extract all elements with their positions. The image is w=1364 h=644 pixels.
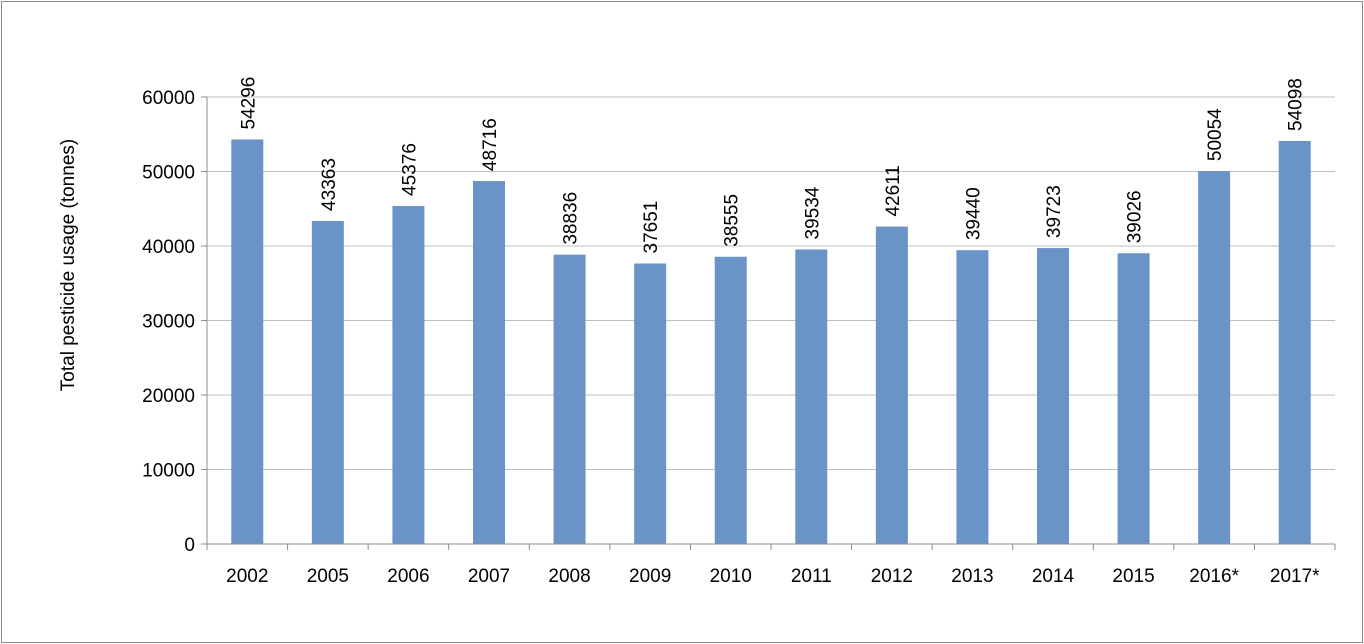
data-label: 39534: [802, 186, 823, 239]
data-label: 42611: [883, 165, 904, 216]
x-tick-label: 2017*: [1270, 566, 1320, 587]
bar-2010: [714, 256, 747, 544]
x-tick-label: 2011: [791, 566, 832, 587]
y-tick-label: 40000: [142, 237, 195, 258]
data-label: 38555: [722, 194, 743, 247]
bar-2013: [956, 250, 989, 544]
gridlines: [207, 96, 1335, 470]
data-label: 48716: [480, 118, 501, 171]
bar-2014: [1037, 248, 1069, 544]
bar-2015: [1117, 253, 1150, 545]
bar-2012: [875, 226, 908, 545]
bar-2006: [392, 205, 425, 545]
data-label: 50054: [1205, 108, 1226, 161]
y-tick-label: 20000: [142, 386, 195, 407]
x-tick-label: 2013: [951, 566, 993, 587]
bar-2011: [795, 249, 828, 545]
data-label: 54296: [238, 77, 259, 130]
y-tick-label: 10000: [142, 461, 195, 482]
data-label: 43363: [319, 158, 340, 211]
bar-2007: [473, 181, 505, 544]
y-tick-label: 0: [184, 535, 195, 556]
x-tick-label: 2009: [629, 566, 671, 587]
bar-2002: [231, 139, 264, 544]
y-tick-label: 60000: [142, 88, 195, 109]
data-label: 39723: [1044, 185, 1065, 238]
bar-2005: [311, 220, 344, 544]
labels: 0 10000 20000 30000 40000 50000 60000 2002 54296…: [142, 77, 1320, 587]
data-label: 54098: [1286, 78, 1307, 131]
y-tick-label: 30000: [142, 312, 195, 333]
data-label: 45376: [399, 143, 420, 196]
x-tick-label: 2002: [226, 566, 268, 587]
bar-2008: [553, 254, 586, 544]
x-tick-label: 2014: [1032, 566, 1075, 587]
x-tick-label: 2007: [468, 566, 510, 587]
bar-2016*: [1198, 171, 1231, 544]
x-tick-label: 2012: [871, 566, 913, 587]
data-label: 38836: [561, 192, 582, 245]
x-tick-label: 2008: [548, 566, 590, 587]
data-label: 37651: [641, 201, 662, 254]
y-tick-label: 50000: [142, 163, 195, 184]
x-tick-label: 2005: [307, 566, 349, 587]
x-tick-label: 2006: [387, 566, 429, 587]
x-tick-label: 2010: [710, 566, 752, 587]
y-axis-title: Total pesticide usage (tonnes): [58, 139, 79, 391]
x-tick-label: 2016*: [1189, 566, 1239, 587]
data-label: 39026: [1125, 190, 1146, 243]
bar-2017*: [1278, 140, 1311, 544]
bars: [231, 139, 1311, 545]
axes: [201, 96, 1336, 550]
bar-2009: [634, 263, 667, 544]
data-label: 39440: [963, 187, 984, 240]
x-tick-label: 2015: [1112, 566, 1154, 587]
